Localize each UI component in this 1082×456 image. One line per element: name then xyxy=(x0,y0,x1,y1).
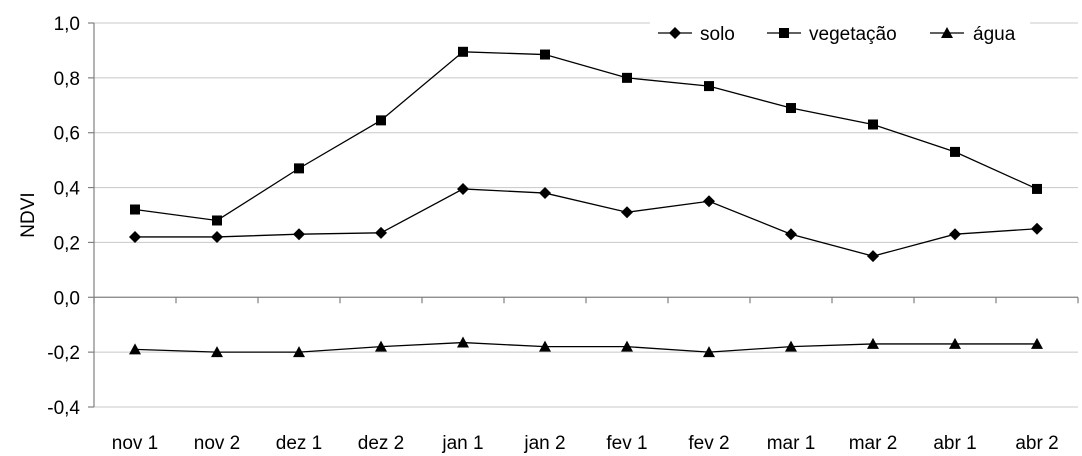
x-tick-label: mar 1 xyxy=(767,433,816,454)
series-diamond xyxy=(129,182,1043,263)
x-tick-label: dez 2 xyxy=(358,433,404,454)
series-line xyxy=(134,51,1038,222)
data-point xyxy=(129,230,141,243)
series-triangle xyxy=(129,336,1043,358)
data-point xyxy=(703,195,715,208)
gridlines xyxy=(94,22,1078,408)
x-tick-label: jan 1 xyxy=(441,433,483,454)
series-line xyxy=(134,341,1037,353)
data-point xyxy=(294,163,304,174)
data-point xyxy=(540,49,550,60)
data-point xyxy=(703,346,715,358)
legend-label: água xyxy=(973,24,1016,45)
data-point xyxy=(621,340,633,352)
y-tick-label: 0,4 xyxy=(54,179,81,200)
x-tick-label: jan 2 xyxy=(523,433,565,454)
data-point xyxy=(293,228,305,241)
legend-marker xyxy=(941,27,953,38)
legend-marker xyxy=(779,28,789,38)
series-line xyxy=(135,188,1038,257)
data-point xyxy=(949,337,961,349)
axes xyxy=(88,22,1079,408)
data-point xyxy=(949,228,961,241)
legend: solo vegetação água xyxy=(650,18,1030,48)
data-point xyxy=(786,103,796,114)
x-tick-label: fev 2 xyxy=(688,433,729,454)
legend-label: vegetação xyxy=(809,24,897,45)
data-point xyxy=(867,337,879,349)
data-point xyxy=(867,250,879,263)
series-square xyxy=(130,46,1042,226)
legend-label: solo xyxy=(700,24,735,45)
data-point xyxy=(1032,183,1042,194)
x-tick-label: nov 1 xyxy=(112,433,158,454)
data-point xyxy=(622,72,632,83)
data-point xyxy=(375,340,387,352)
series-group xyxy=(129,46,1043,358)
data-point xyxy=(212,215,222,226)
data-point xyxy=(868,119,878,130)
x-tick-label: abr 1 xyxy=(933,433,976,454)
data-point xyxy=(457,182,469,195)
data-point xyxy=(1031,222,1043,235)
data-point xyxy=(130,204,140,215)
y-tick-label: 0,8 xyxy=(54,69,80,90)
y-tick-label: 0,2 xyxy=(54,233,80,254)
data-point xyxy=(457,336,469,348)
y-tick-labels: 1,0 0,8 0,6 0,4 0,2 0,0 -0,2 -0,4 xyxy=(47,14,80,419)
data-point xyxy=(621,206,633,219)
data-point xyxy=(376,115,386,126)
data-point xyxy=(539,340,551,352)
x-tick-label: mar 2 xyxy=(849,433,898,454)
data-point xyxy=(129,343,141,355)
x-tick-label: nov 2 xyxy=(194,433,240,454)
data-point xyxy=(211,230,223,243)
y-tick-label: 1,0 xyxy=(54,14,80,35)
y-tick-label: -0,2 xyxy=(47,343,80,364)
data-point xyxy=(785,228,797,241)
x-tick-label: fev 1 xyxy=(606,433,647,454)
data-point xyxy=(950,146,960,157)
x-tick-label: abr 2 xyxy=(1015,433,1058,454)
data-point xyxy=(1031,337,1043,349)
y-tick-label: -0,4 xyxy=(47,398,80,419)
x-tick-label: dez 1 xyxy=(276,433,322,454)
data-point xyxy=(785,340,797,352)
legend-item: água xyxy=(930,24,1016,45)
legend-item: vegetação xyxy=(767,24,897,45)
y-axis-label: NDVI xyxy=(18,192,39,237)
x-tick-labels: nov 1 nov 2 dez 1 dez 2 jan 1 jan 2 fev 1 fev 2… xyxy=(112,433,1059,454)
legend-background xyxy=(650,18,1030,48)
data-point xyxy=(375,226,387,239)
y-tick-label: 0,0 xyxy=(54,288,80,309)
data-point xyxy=(539,187,551,200)
data-point xyxy=(211,346,223,358)
y-tick-label: 0,6 xyxy=(54,124,80,145)
data-point xyxy=(293,346,305,358)
data-point xyxy=(704,81,714,92)
data-point xyxy=(458,46,468,57)
legend-marker xyxy=(669,27,681,39)
legend-item: solo xyxy=(658,24,735,45)
